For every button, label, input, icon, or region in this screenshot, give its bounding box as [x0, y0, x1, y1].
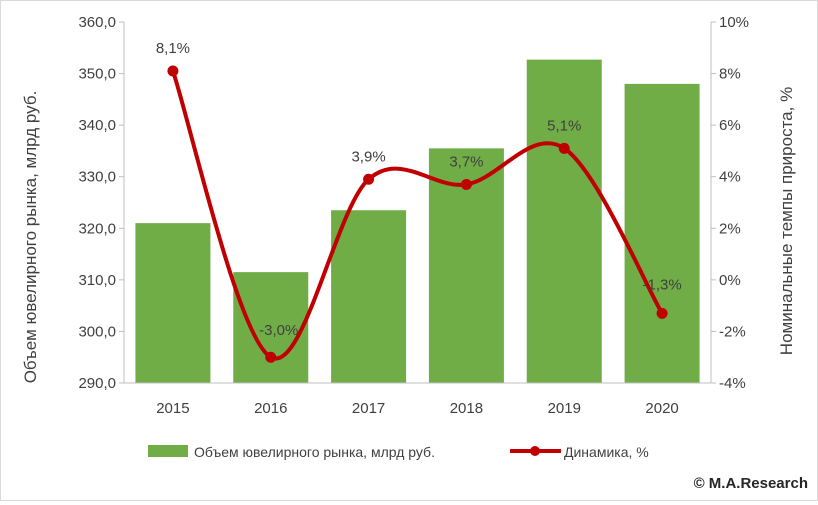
line-series [167, 65, 668, 363]
x-tick-label-2015: 2015 [156, 400, 189, 417]
legend-label-line: Динамика, % [564, 444, 649, 460]
y-right-tick-label: 0% [719, 272, 741, 289]
bar-2016 [233, 272, 309, 383]
y-left-tick-label: 290,0 [78, 375, 116, 392]
y-left-tick-label: 300,0 [78, 323, 116, 340]
legend-label-bar: Объем ювелирного рынка, млрд руб. [194, 444, 435, 460]
dynamics-point-2020 [656, 307, 668, 319]
copyright-text: © M.A.Research [694, 475, 808, 492]
y-right-tick-label: 8% [719, 66, 741, 83]
dynamics-point-2019 [558, 142, 570, 154]
x-tick-label-2017: 2017 [352, 400, 385, 417]
y-left-tick-label: 340,0 [78, 117, 116, 134]
dynamics-point-2015 [167, 65, 179, 77]
dynamics-point-2016 [265, 351, 277, 363]
data-label-2020: -1,3% [642, 276, 681, 293]
y-left-tick-label: 330,0 [78, 169, 116, 186]
y-left-tick-label: 360,0 [78, 14, 116, 31]
y-right-tick-label: 2% [719, 220, 741, 237]
y-left-tick-label: 320,0 [78, 220, 116, 237]
data-labels: 8,1% -3,0% 3,9% 3,7% 5,1% -1,3% [156, 40, 682, 339]
bar-2017 [331, 210, 407, 383]
legend-swatch-bar [148, 445, 188, 457]
bar-2019 [526, 59, 602, 383]
y-right-tick-label: 10% [719, 14, 749, 31]
data-label-2017: 3,9% [351, 148, 385, 165]
legend-swatch-marker [530, 446, 540, 456]
y-right-tick-label: 4% [719, 169, 741, 186]
y-left-tick-label: 310,0 [78, 272, 116, 289]
dynamics-point-2017 [363, 173, 375, 185]
x-tick-label-2018: 2018 [450, 400, 483, 417]
dynamics-point-2018 [460, 178, 472, 190]
y-axis-left-title: Объем ювелирного рынка, млрд руб. [21, 91, 40, 384]
bar-2015 [135, 223, 211, 383]
data-label-2015: 8,1% [156, 40, 190, 57]
axes: 290,0 300,0 310,0 320,0 330,0 340,0 350,0 360,0… [78, 14, 749, 417]
x-tick-label-2019: 2019 [548, 400, 581, 417]
y-right-tick-label: -4% [719, 375, 746, 392]
dynamics-line [171, 70, 664, 361]
bar-2020 [624, 83, 700, 383]
y-left-tick-label: 350,0 [78, 66, 116, 83]
x-tick-label-2016: 2016 [254, 400, 287, 417]
y-right-tick-label: -2% [719, 323, 746, 340]
data-label-2018: 3,7% [449, 153, 483, 170]
data-label-2019: 5,1% [547, 117, 581, 134]
legend: Объем ювелирного рынка, млрд руб. Динами… [148, 444, 649, 460]
y-right-tick-label: 6% [719, 117, 741, 134]
data-label-2016: -3,0% [259, 322, 298, 339]
y-axis-right-title: Номинальные темпы прироста, % [777, 87, 796, 355]
x-tick-label-2020: 2020 [645, 400, 678, 417]
